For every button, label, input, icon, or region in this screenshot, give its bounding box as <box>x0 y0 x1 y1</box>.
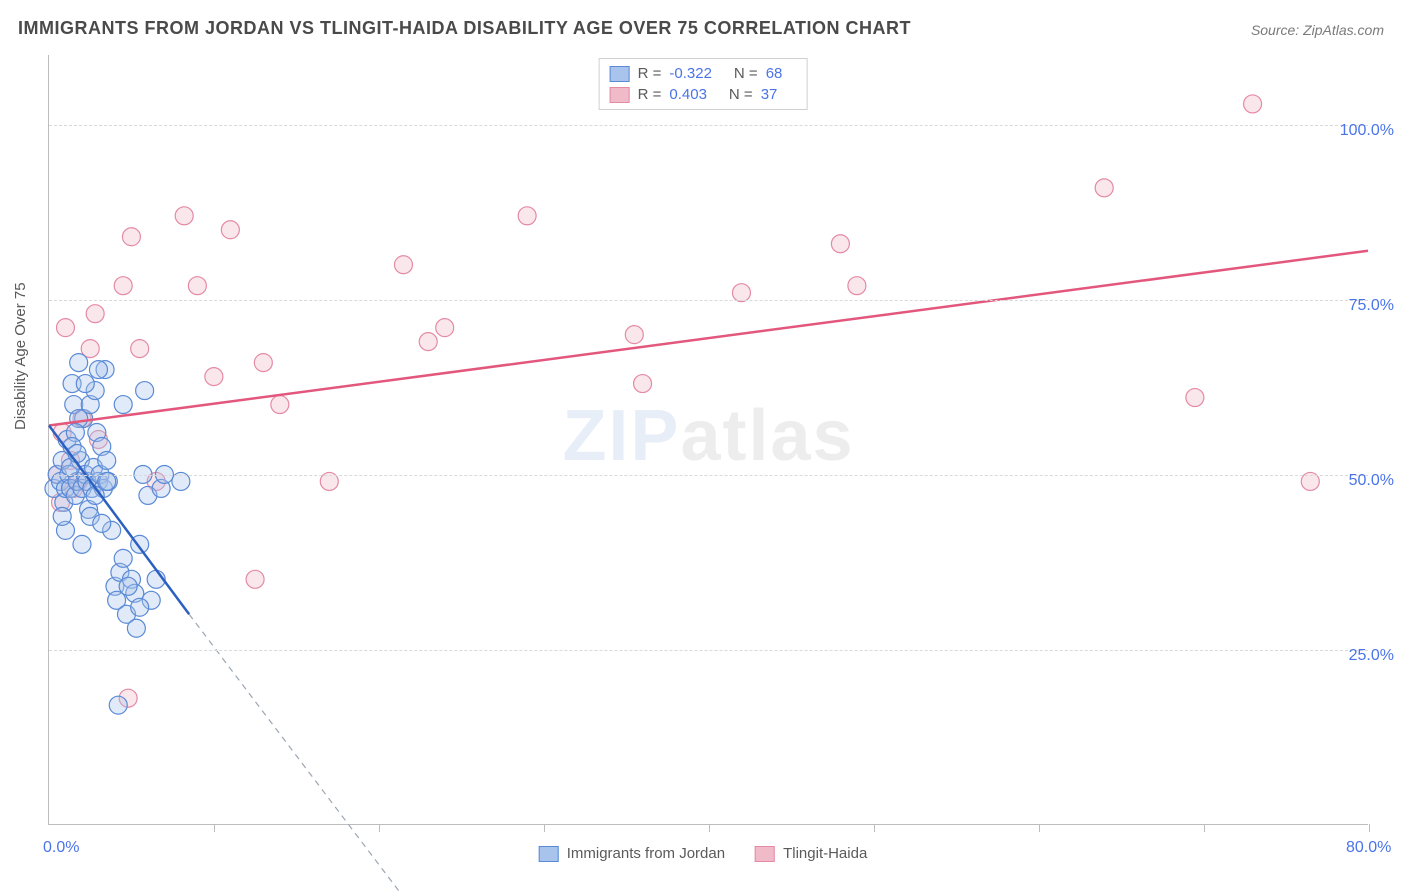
data-point <box>70 354 88 372</box>
data-point <box>93 514 111 532</box>
data-point <box>188 277 206 295</box>
data-point <box>831 235 849 253</box>
data-point <box>114 549 132 567</box>
swatch-icon <box>755 846 775 862</box>
r-label: R = <box>638 86 662 103</box>
x-tick-max: 80.0% <box>1346 839 1406 857</box>
data-point <box>56 319 74 337</box>
n-value-0: 68 <box>766 65 783 82</box>
legend-item-1: Tlingit-Haida <box>755 845 867 862</box>
chart-title: IMMIGRANTS FROM JORDAN VS TLINGIT-HAIDA … <box>18 18 911 39</box>
data-point <box>518 207 536 225</box>
data-point <box>634 375 652 393</box>
x-tick-min: 0.0% <box>43 839 79 857</box>
y-tick-100: 100.0% <box>1340 122 1394 140</box>
x-tick <box>709 824 710 832</box>
r-label: R = <box>638 65 662 82</box>
y-tick-25: 25.0% <box>1349 647 1394 665</box>
data-point <box>127 619 145 637</box>
swatch-icon <box>539 846 559 862</box>
data-point <box>98 451 116 469</box>
data-point <box>136 382 154 400</box>
stats-row-series-1: R = 0.403 N = 37 <box>610 84 797 105</box>
data-point <box>86 305 104 323</box>
data-point <box>175 207 193 225</box>
data-point <box>131 340 149 358</box>
x-tick <box>214 824 215 832</box>
swatch-icon <box>610 66 630 82</box>
data-point <box>122 228 140 246</box>
stats-row-series-0: R = -0.322 N = 68 <box>610 63 797 84</box>
data-point <box>271 396 289 414</box>
chart-container: IMMIGRANTS FROM JORDAN VS TLINGIT-HAIDA … <box>0 0 1406 892</box>
x-tick <box>379 824 380 832</box>
data-point <box>205 368 223 386</box>
x-tick <box>1204 824 1205 832</box>
data-point <box>73 535 91 553</box>
regression-line-extrapolated <box>189 614 412 892</box>
data-point <box>221 221 239 239</box>
y-axis-label: Disability Age Over 75 <box>12 282 29 430</box>
data-point <box>1095 179 1113 197</box>
gridline <box>49 125 1368 126</box>
n-label: N = <box>729 86 753 103</box>
r-value-1: 0.403 <box>669 86 707 103</box>
series-legend: Immigrants from Jordan Tlingit-Haida <box>539 845 868 862</box>
data-point <box>436 319 454 337</box>
data-point <box>848 277 866 295</box>
swatch-icon <box>610 87 630 103</box>
y-tick-50: 50.0% <box>1349 472 1394 490</box>
data-point <box>254 354 272 372</box>
plot-area: ZIPatlas <box>48 55 1368 825</box>
y-tick-75: 75.0% <box>1349 297 1394 315</box>
x-tick <box>1369 824 1370 832</box>
data-point <box>114 396 132 414</box>
gridline <box>49 475 1368 476</box>
legend-label-1: Tlingit-Haida <box>783 845 867 862</box>
data-point <box>119 577 137 595</box>
data-point <box>732 284 750 302</box>
data-point <box>1244 95 1262 113</box>
n-value-1: 37 <box>761 86 778 103</box>
source-attribution: Source: ZipAtlas.com <box>1251 22 1384 38</box>
data-point <box>394 256 412 274</box>
data-point <box>114 277 132 295</box>
data-point <box>109 696 127 714</box>
data-point <box>89 361 107 379</box>
gridline <box>49 300 1368 301</box>
data-point <box>246 570 264 588</box>
n-label: N = <box>734 65 758 82</box>
r-value-0: -0.322 <box>669 65 712 82</box>
regression-line <box>49 251 1368 426</box>
gridline <box>49 650 1368 651</box>
x-tick <box>544 824 545 832</box>
x-tick <box>874 824 875 832</box>
scatter-plot-svg <box>49 55 1368 824</box>
stats-legend: R = -0.322 N = 68 R = 0.403 N = 37 <box>599 58 808 110</box>
legend-label-0: Immigrants from Jordan <box>567 845 725 862</box>
data-point <box>625 326 643 344</box>
legend-item-0: Immigrants from Jordan <box>539 845 725 862</box>
data-point <box>131 598 149 616</box>
data-point <box>76 375 94 393</box>
data-point <box>53 507 71 525</box>
data-point <box>419 333 437 351</box>
data-point <box>1186 389 1204 407</box>
x-tick <box>1039 824 1040 832</box>
